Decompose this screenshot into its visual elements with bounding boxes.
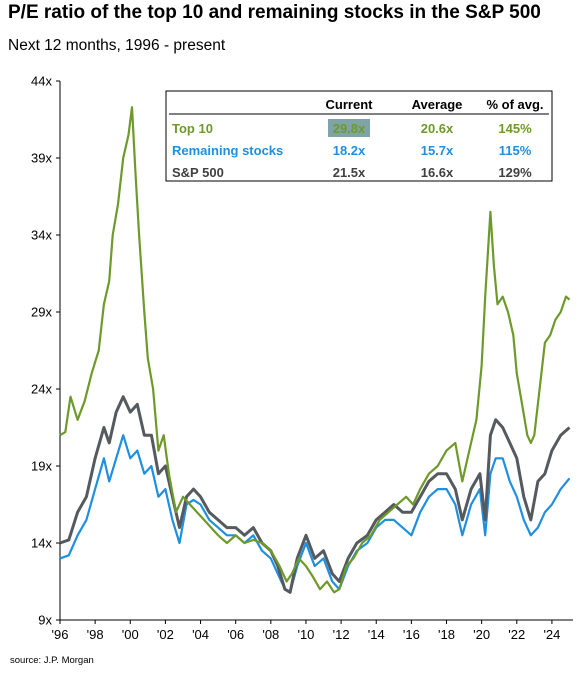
x-tick-label: '06 (227, 627, 244, 642)
chart-title: P/E ratio of the top 10 and remaining st… (8, 2, 541, 23)
y-tick-label: 39x (31, 151, 52, 166)
series-line-s-p-500 (59, 395, 571, 594)
table-pct-value: 145% (498, 121, 532, 136)
table-average-value: 15.7x (421, 143, 454, 158)
table-current-value: 21.5x (333, 165, 366, 180)
table-row-label: Remaining stocks (172, 143, 283, 158)
y-tick-label: 14x (31, 536, 52, 551)
x-tick-label: '20 (473, 627, 490, 642)
x-tick-label: '12 (333, 627, 350, 642)
x-tick-label: '02 (157, 627, 174, 642)
chart-subtitle: Next 12 months, 1996 - present (8, 37, 226, 54)
table-row-label: Top 10 (172, 121, 213, 136)
current-value-highlight (328, 119, 370, 137)
x-tick-label: '10 (297, 627, 314, 642)
table-current-value: 29.8x (333, 121, 366, 136)
x-tick-label: '04 (192, 627, 209, 642)
table-header: Average (412, 97, 463, 112)
x-tick-label: '98 (87, 627, 104, 642)
x-tick-label: '22 (508, 627, 525, 642)
x-tick-label: '96 (52, 627, 69, 642)
table-header: Current (326, 97, 374, 112)
x-tick-label: '24 (543, 627, 560, 642)
table-current-value: 18.2x (333, 143, 366, 158)
x-tick-label: '18 (438, 627, 455, 642)
x-tick-label: '08 (262, 627, 279, 642)
y-tick-label: 44x (31, 74, 52, 89)
series-line-top-10 (59, 106, 571, 594)
y-tick-label: 9x (38, 613, 52, 628)
table-row-label: S&P 500 (172, 165, 224, 180)
x-tick-label: '16 (403, 627, 420, 642)
series-line-remaining-stocks (59, 434, 571, 594)
x-tick-label: '00 (122, 627, 139, 642)
y-tick-label: 29x (31, 305, 52, 320)
y-tick-label: 34x (31, 228, 52, 243)
table-pct-value: 129% (498, 165, 532, 180)
y-tick-label: 24x (31, 382, 52, 397)
source-note: source: J.P. Morgan (10, 655, 94, 666)
table-average-value: 16.6x (421, 165, 454, 180)
table-header: % of avg. (486, 97, 543, 112)
y-tick-label: 19x (31, 459, 52, 474)
table-pct-value: 115% (499, 143, 532, 158)
x-tick-label: '14 (368, 627, 385, 642)
table-average-value: 20.6x (421, 121, 454, 136)
